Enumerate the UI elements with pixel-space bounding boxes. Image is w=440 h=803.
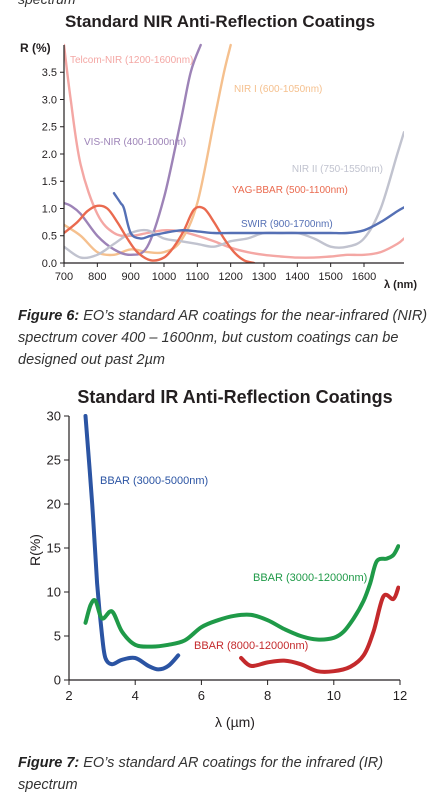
- series-line-bbar-3000-12000nm: [83, 544, 400, 649]
- plot-area: [64, 43, 404, 263]
- y-tick-label: 1.0: [42, 203, 57, 215]
- series-label-yag-bbar-500-1100nm: YAG-BBAR (500-1100nm): [232, 185, 348, 196]
- series-line-swir-900-1700nm: [112, 192, 404, 240]
- ir-chart-title: Standard IR Anti-Reflection Coatings: [77, 387, 393, 407]
- y-tick-label: 30: [47, 409, 61, 424]
- x-tick-label: 1000: [152, 271, 176, 283]
- x-tick-label: 1300: [252, 271, 276, 283]
- y-tick-label: 5: [54, 629, 61, 644]
- series-label-bbar-3000-12000nm: BBAR (3000-12000nm): [253, 572, 367, 584]
- figure-7-text: EO’s standard AR coatings for the infrar…: [18, 755, 384, 793]
- plot-area: [83, 414, 400, 674]
- figure-7-label: Figure 7:: [18, 755, 80, 771]
- series-label-bbar-3000-5000nm: BBAR (3000-5000nm): [100, 475, 208, 487]
- series-label-nir-ii-750-1550nm: NIR II (750-1550nm): [292, 164, 383, 175]
- y-tick-label: 10: [47, 585, 61, 600]
- x-tick-label: 8: [264, 688, 271, 703]
- x-tick-label: 6: [198, 688, 205, 703]
- nir-chart: 0.0 0.5 1.0 1.5 2.0 2.5 3.0 3.5 700 800 900 1000 110…: [20, 41, 417, 291]
- x-tick-label: 1400: [285, 271, 309, 283]
- x-tick-label: 1200: [218, 271, 242, 283]
- x-tick-label: 2: [65, 688, 72, 703]
- y-axis-label: R (%): [20, 41, 51, 55]
- y-tick-label: 2.5: [42, 122, 57, 134]
- ir-chart: 0 5 10 15 20 25 30 2 4 6 8 10 12 R(%) λ (µm) BBAR (3000…: [27, 409, 407, 730]
- series-line-nir-i-600-1050nm: [64, 43, 232, 257]
- series-label-bbar-8000-12000nm: BBAR (8000-12000nm): [194, 640, 308, 652]
- y-tick-label: 20: [47, 497, 61, 512]
- x-tick-label: 10: [327, 688, 341, 703]
- series-label-telcom-nir-1200-1600nm: Telcom-NIR (1200-1600nm): [70, 55, 193, 66]
- figure-6-caption: Figure 6: EO’s standard AR coatings for …: [18, 305, 428, 371]
- x-tick-label: 12: [393, 688, 407, 703]
- series-label-swir-900-1700nm: SWIR (900-1700nm): [241, 219, 333, 230]
- y-tick-label: 1.5: [42, 176, 57, 188]
- x-tick-label: 1600: [352, 271, 376, 283]
- figure-6-label: Figure 6:: [18, 308, 80, 324]
- y-tick-label: 25: [47, 453, 61, 468]
- x-tick-label: 4: [132, 688, 139, 703]
- y-tick-label: 0: [54, 673, 61, 688]
- series-label-nir-i-600-1050nm: NIR I (600-1050nm): [234, 84, 322, 95]
- y-axis-label: R(%): [27, 534, 43, 566]
- series-line-nir-ii-750-1550nm: [64, 131, 404, 260]
- figure-6-text: EO’s standard AR coatings for the near-i…: [18, 308, 428, 368]
- series-line-vis-nir-400-1000nm: [64, 43, 202, 257]
- x-tick-label: 1500: [318, 271, 342, 283]
- x-tick-label: 800: [88, 271, 106, 283]
- series-line-yag-bbar-500-1100nm: [64, 204, 256, 263]
- figure-7-caption: Figure 7: EO’s standard AR coatings for …: [18, 752, 428, 796]
- x-tick-label: 900: [121, 271, 139, 283]
- x-tick-label: 700: [55, 271, 73, 283]
- nir-chart-title: Standard NIR Anti-Reflection Coatings: [64, 12, 376, 31]
- top-text-fragment: spectrum: [18, 0, 76, 7]
- series-line-bbar-8000-12000nm: [239, 585, 400, 674]
- series-label-vis-nir-400-1000nm: VIS-NIR (400-1000nm): [84, 137, 186, 148]
- y-tick-label: 3.5: [42, 67, 57, 79]
- x-tick-label: 1100: [186, 271, 210, 283]
- y-tick-label: 0.5: [42, 231, 57, 243]
- series-line-bbar-3000-5000nm: [83, 414, 181, 672]
- y-tick-label: 0.0: [42, 258, 57, 270]
- x-axis-label: λ (nm): [384, 279, 417, 291]
- y-tick-label: 15: [47, 541, 61, 556]
- y-tick-label: 3.0: [42, 94, 57, 106]
- y-tick-label: 2.0: [42, 149, 57, 161]
- x-axis-label: λ (µm): [215, 714, 255, 730]
